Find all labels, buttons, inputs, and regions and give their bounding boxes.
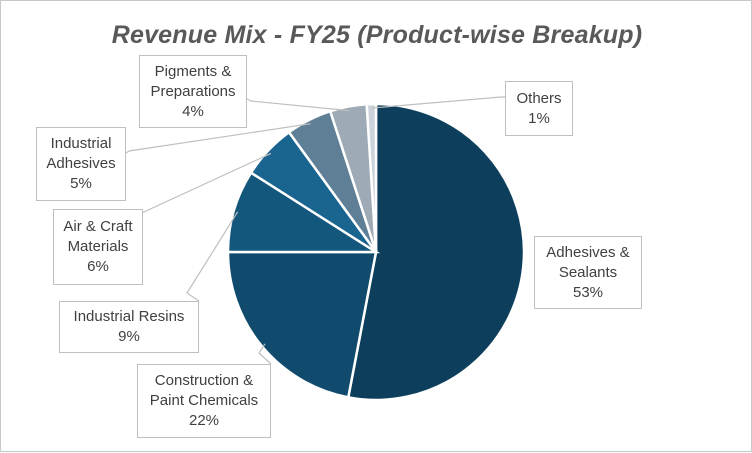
data-label: Air & Craft Materials 6%: [53, 209, 143, 285]
slice-construction-paint: [226, 250, 378, 399]
data-label: Others 1%: [505, 81, 573, 136]
data-label: Industrial Adhesives 5%: [36, 127, 126, 201]
data-label-percent: 53%: [572, 283, 604, 301]
data-label-percent: 4%: [182, 102, 204, 120]
data-label-name: Sealants: [558, 263, 618, 281]
slice-others: [365, 102, 378, 253]
data-label-name: Paint Chemicals: [149, 392, 259, 409]
leader-line: [371, 96, 505, 109]
data-label-name: Industrial: [50, 135, 112, 152]
leader-line: [125, 123, 311, 154]
data-label: Construction & Paint Chemicals 22%: [137, 364, 271, 438]
data-label-name: Adhesives: [46, 155, 116, 172]
chart-title: Revenue Mix - FY25 (Product-wise Breakup…: [111, 21, 643, 49]
leader-line: [186, 211, 239, 302]
data-label: Adhesives & Sealants 53%: [534, 236, 642, 309]
leader-line: [258, 343, 272, 365]
data-label-name: Industrial Resins: [73, 308, 185, 325]
data-label-name: Pigments &: [154, 62, 232, 80]
data-label-percent: 9%: [118, 328, 140, 345]
data-label-percent: 1%: [528, 109, 550, 127]
slice-adhesives-sealants: [346, 102, 526, 402]
data-label: Industrial Resins 9%: [59, 301, 199, 353]
data-label: Pigments & Preparations 4%: [139, 55, 247, 128]
slice-industrial-resins: [226, 170, 381, 254]
data-label-name: Preparations: [150, 82, 236, 100]
data-label-name: Construction &: [154, 372, 254, 389]
data-label-percent: 6%: [87, 258, 109, 275]
data-label-name: Adhesives &: [546, 243, 630, 261]
data-label-name: Air & Craft: [63, 218, 133, 235]
data-label-name: Materials: [67, 238, 129, 255]
data-label-percent: 22%: [188, 412, 220, 429]
data-label-name: Others: [516, 89, 562, 107]
data-label-percent: 5%: [70, 175, 92, 192]
leader-line: [246, 98, 350, 112]
